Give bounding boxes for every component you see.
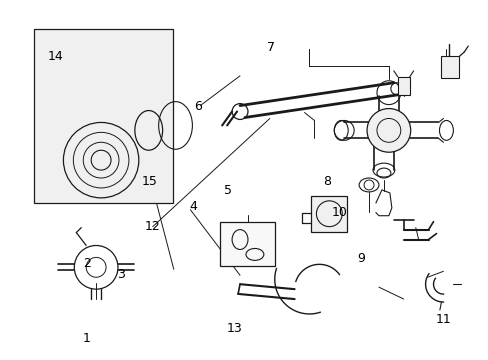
Text: 6: 6	[194, 100, 202, 113]
Circle shape	[366, 109, 410, 152]
Text: 4: 4	[189, 200, 197, 213]
Bar	[311, 196, 346, 231]
Text: 9: 9	[356, 252, 364, 265]
Text: 8: 8	[323, 175, 330, 188]
Text: 7: 7	[266, 41, 275, 54]
Bar	[397, 77, 409, 95]
Text: 14: 14	[47, 50, 63, 63]
Text: 3: 3	[117, 268, 124, 281]
Circle shape	[316, 201, 342, 227]
Text: 15: 15	[142, 175, 158, 188]
Bar	[34, 29, 172, 203]
Text: 2: 2	[82, 257, 91, 270]
Text: 12: 12	[144, 220, 160, 233]
Text: 10: 10	[330, 206, 346, 219]
Bar	[220, 222, 274, 266]
Bar	[441, 56, 458, 78]
Text: 5: 5	[223, 184, 231, 197]
Text: 11: 11	[435, 313, 450, 326]
Text: 1: 1	[82, 333, 91, 346]
Text: 13: 13	[226, 322, 242, 335]
